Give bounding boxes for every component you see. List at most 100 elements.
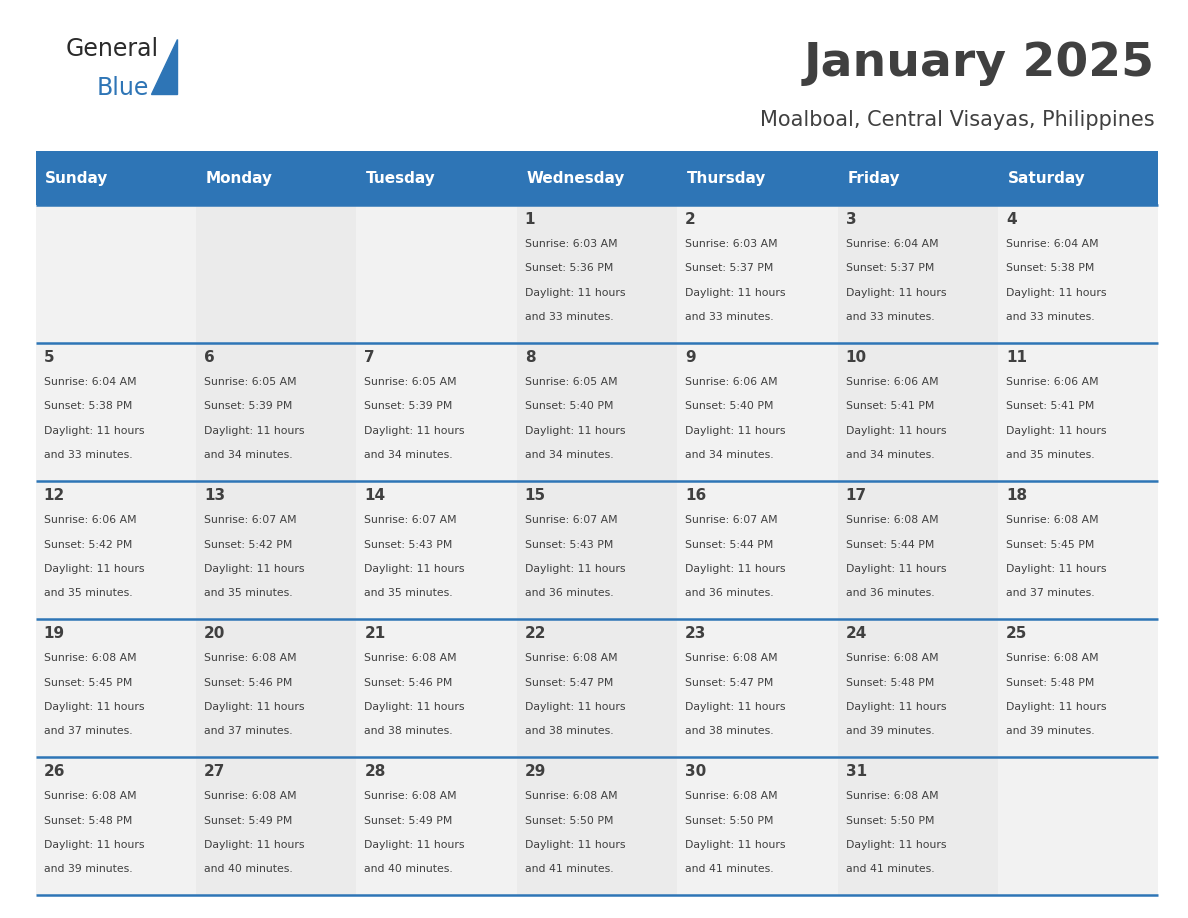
Text: 2: 2 [685, 212, 696, 227]
Text: 10: 10 [846, 350, 867, 364]
Bar [677, 342, 838, 481]
Text: 24: 24 [846, 626, 867, 641]
Text: Sunrise: 6:07 AM: Sunrise: 6:07 AM [365, 515, 457, 525]
Bar [677, 757, 838, 895]
Text: Sunset: 5:37 PM: Sunset: 5:37 PM [846, 263, 934, 274]
Text: Sunrise: 6:03 AM: Sunrise: 6:03 AM [525, 240, 618, 249]
Text: Daylight: 11 hours: Daylight: 11 hours [685, 564, 785, 574]
Text: Sunset: 5:39 PM: Sunset: 5:39 PM [204, 401, 292, 411]
Text: and 36 minutes.: and 36 minutes. [846, 588, 934, 598]
Text: Daylight: 11 hours: Daylight: 11 hours [525, 426, 625, 436]
Text: and 39 minutes.: and 39 minutes. [846, 726, 934, 736]
Text: Sunrise: 6:08 AM: Sunrise: 6:08 AM [846, 654, 939, 664]
Text: 27: 27 [204, 764, 226, 778]
Bar [517, 757, 677, 895]
Text: Sunset: 5:47 PM: Sunset: 5:47 PM [685, 677, 773, 688]
Text: Monday: Monday [206, 171, 272, 185]
Text: Sunrise: 6:08 AM: Sunrise: 6:08 AM [846, 791, 939, 801]
Text: and 34 minutes.: and 34 minutes. [846, 450, 934, 460]
Text: Sunset: 5:45 PM: Sunset: 5:45 PM [44, 677, 132, 688]
Text: Daylight: 11 hours: Daylight: 11 hours [846, 564, 946, 574]
Text: Sunset: 5:40 PM: Sunset: 5:40 PM [525, 401, 613, 411]
Text: Sunset: 5:38 PM: Sunset: 5:38 PM [1006, 263, 1094, 274]
Text: Sunrise: 6:08 AM: Sunrise: 6:08 AM [44, 791, 137, 801]
Text: Daylight: 11 hours: Daylight: 11 hours [204, 426, 304, 436]
Bar [677, 619, 838, 757]
Text: and 34 minutes.: and 34 minutes. [365, 450, 453, 460]
Text: Daylight: 11 hours: Daylight: 11 hours [1006, 564, 1106, 574]
Text: Sunset: 5:41 PM: Sunset: 5:41 PM [846, 401, 934, 411]
Text: 31: 31 [846, 764, 867, 778]
Text: 25: 25 [1006, 626, 1028, 641]
Text: Sunrise: 6:08 AM: Sunrise: 6:08 AM [525, 791, 618, 801]
Text: Daylight: 11 hours: Daylight: 11 hours [1006, 701, 1106, 711]
Text: Blue: Blue [96, 76, 148, 100]
Bar [998, 757, 1158, 895]
Text: Daylight: 11 hours: Daylight: 11 hours [44, 701, 144, 711]
Text: Sunrise: 6:07 AM: Sunrise: 6:07 AM [204, 515, 297, 525]
Text: and 34 minutes.: and 34 minutes. [685, 450, 773, 460]
Text: Sunrise: 6:07 AM: Sunrise: 6:07 AM [685, 515, 778, 525]
Text: and 35 minutes.: and 35 minutes. [1006, 450, 1094, 460]
Text: Sunset: 5:48 PM: Sunset: 5:48 PM [846, 677, 934, 688]
Text: Sunrise: 6:08 AM: Sunrise: 6:08 AM [204, 654, 297, 664]
Text: Sunrise: 6:06 AM: Sunrise: 6:06 AM [1006, 377, 1099, 387]
Text: Wednesday: Wednesday [526, 171, 625, 185]
Text: Saturday: Saturday [1007, 171, 1086, 185]
Text: and 38 minutes.: and 38 minutes. [685, 726, 773, 736]
Text: Daylight: 11 hours: Daylight: 11 hours [525, 287, 625, 297]
Text: Daylight: 11 hours: Daylight: 11 hours [685, 426, 785, 436]
Bar [838, 342, 998, 481]
Bar [517, 205, 677, 342]
Text: Sunrise: 6:08 AM: Sunrise: 6:08 AM [204, 791, 297, 801]
Text: 15: 15 [525, 487, 546, 503]
Text: Sunrise: 6:05 AM: Sunrise: 6:05 AM [204, 377, 297, 387]
Text: 9: 9 [685, 350, 696, 364]
Text: Sunrise: 6:05 AM: Sunrise: 6:05 AM [525, 377, 618, 387]
Text: and 36 minutes.: and 36 minutes. [525, 588, 613, 598]
Bar [356, 342, 517, 481]
Text: Sunrise: 6:08 AM: Sunrise: 6:08 AM [1006, 515, 1099, 525]
Text: Sunset: 5:44 PM: Sunset: 5:44 PM [685, 540, 773, 550]
Text: 13: 13 [204, 487, 226, 503]
Text: Daylight: 11 hours: Daylight: 11 hours [365, 840, 465, 850]
Text: 17: 17 [846, 487, 867, 503]
Text: Sunset: 5:49 PM: Sunset: 5:49 PM [365, 816, 453, 825]
Text: 19: 19 [44, 626, 65, 641]
Bar [36, 342, 196, 481]
Bar [356, 619, 517, 757]
Text: Sunrise: 6:08 AM: Sunrise: 6:08 AM [525, 654, 618, 664]
Text: and 33 minutes.: and 33 minutes. [44, 450, 132, 460]
Bar [36, 205, 196, 342]
Bar [998, 151, 1158, 205]
Text: Sunrise: 6:08 AM: Sunrise: 6:08 AM [1006, 654, 1099, 664]
Text: Daylight: 11 hours: Daylight: 11 hours [685, 287, 785, 297]
Text: Daylight: 11 hours: Daylight: 11 hours [525, 840, 625, 850]
Text: January 2025: January 2025 [804, 41, 1155, 86]
Text: 16: 16 [685, 487, 707, 503]
Text: 12: 12 [44, 487, 65, 503]
Bar [838, 205, 998, 342]
Text: Daylight: 11 hours: Daylight: 11 hours [44, 840, 144, 850]
Text: 11: 11 [1006, 350, 1026, 364]
Text: 26: 26 [44, 764, 65, 778]
Text: Daylight: 11 hours: Daylight: 11 hours [365, 701, 465, 711]
Text: Daylight: 11 hours: Daylight: 11 hours [846, 840, 946, 850]
Text: Sunrise: 6:04 AM: Sunrise: 6:04 AM [1006, 240, 1099, 249]
Text: Daylight: 11 hours: Daylight: 11 hours [846, 701, 946, 711]
Text: and 40 minutes.: and 40 minutes. [365, 864, 453, 874]
Text: 29: 29 [525, 764, 546, 778]
Text: Sunrise: 6:04 AM: Sunrise: 6:04 AM [44, 377, 137, 387]
Text: Sunrise: 6:03 AM: Sunrise: 6:03 AM [685, 240, 778, 249]
Text: 4: 4 [1006, 212, 1017, 227]
Text: and 39 minutes.: and 39 minutes. [44, 864, 132, 874]
Text: Sunrise: 6:04 AM: Sunrise: 6:04 AM [846, 240, 939, 249]
Bar [36, 481, 196, 619]
Text: and 35 minutes.: and 35 minutes. [204, 588, 292, 598]
Text: and 33 minutes.: and 33 minutes. [846, 312, 934, 321]
Text: Sunrise: 6:08 AM: Sunrise: 6:08 AM [365, 791, 457, 801]
Text: Daylight: 11 hours: Daylight: 11 hours [44, 564, 144, 574]
Bar [677, 205, 838, 342]
Text: Sunday: Sunday [45, 171, 108, 185]
Text: Sunset: 5:36 PM: Sunset: 5:36 PM [525, 263, 613, 274]
